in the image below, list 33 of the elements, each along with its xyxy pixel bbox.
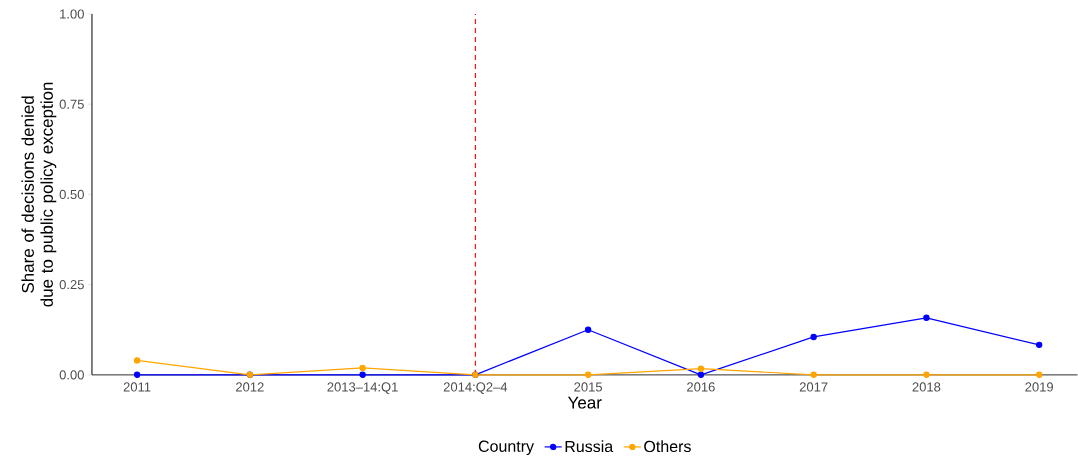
x-tick-label: 2018	[912, 382, 941, 392]
point	[923, 314, 930, 322]
point	[810, 371, 817, 379]
point	[584, 371, 592, 379]
point	[697, 365, 705, 372]
point	[359, 364, 366, 372]
x-tick-label: 2015	[574, 382, 603, 392]
x-tick-label: 2019	[1025, 382, 1054, 392]
y-tick-label: 1.00	[60, 9, 84, 19]
y-axis-title: Share of decisions denied due to public policy exception	[21, 82, 57, 307]
point	[810, 333, 817, 341]
point	[697, 371, 705, 379]
x-axis-title: Year	[567, 396, 602, 409]
point	[584, 326, 592, 334]
y-tick-label: 0.25	[59, 280, 84, 290]
point	[1035, 371, 1043, 379]
x-tick-label: 2017	[799, 382, 828, 392]
legend-label: Others	[644, 440, 691, 453]
point	[923, 371, 930, 379]
x-tick-label: 2013–14:Q1	[327, 382, 398, 394]
y-tick-label: 0.00	[59, 370, 84, 380]
x-tick-label: 2014:Q2–4	[443, 382, 508, 394]
x-tick-label: 2011	[123, 382, 151, 392]
x-tick-label: 2012	[236, 382, 264, 392]
point	[359, 371, 366, 379]
legend-title: Country	[478, 440, 534, 456]
point	[1035, 341, 1043, 349]
point	[133, 371, 141, 379]
y-tick-label: 0.75	[59, 99, 84, 109]
x-tick-label: 2016	[687, 382, 715, 392]
y-tick-label: 0.50	[59, 189, 84, 200]
legend-label: Russia	[565, 440, 614, 453]
point	[133, 357, 141, 364]
